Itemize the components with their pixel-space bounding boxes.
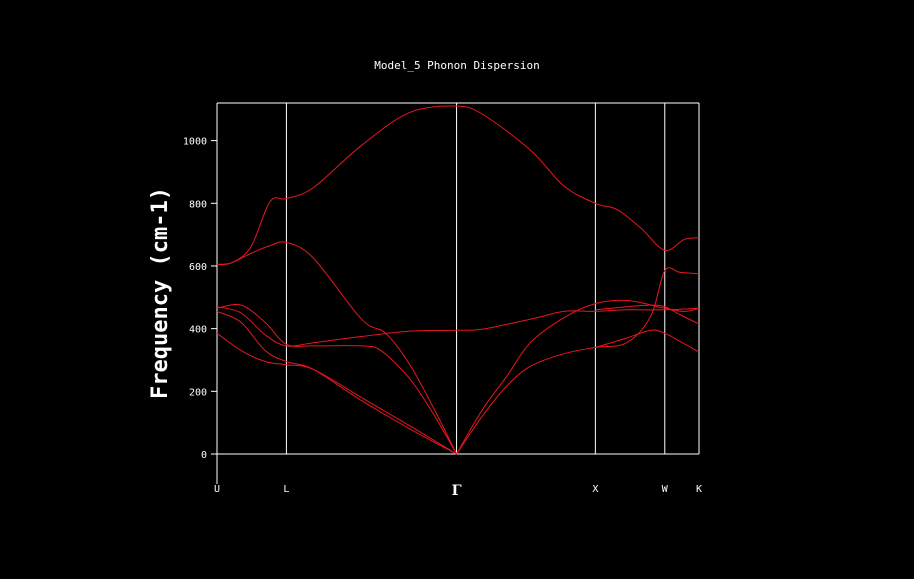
- plot-frame: [216, 102, 700, 484]
- y-tick-label: 1000: [183, 137, 207, 148]
- chart-title: Model_5 Phonon Dispersion: [374, 59, 540, 72]
- series-line: [216, 105, 700, 266]
- series-line: [216, 310, 457, 455]
- x-tick-label: U: [214, 484, 220, 495]
- x-tick-label: K: [696, 484, 702, 495]
- x-tick-label: Γ: [452, 483, 462, 499]
- y-tick-label: 400: [189, 325, 207, 336]
- series-line: [216, 306, 700, 347]
- series-line: [216, 304, 458, 455]
- y-tick-label: 0: [201, 450, 207, 461]
- series-line: [216, 332, 457, 455]
- series-line: [456, 267, 700, 455]
- y-axis-ticks: 0 200 400 600 800 1000: [183, 137, 217, 461]
- y-tick-label: 200: [189, 387, 207, 398]
- series-line: [595, 304, 700, 325]
- series-lines: [216, 105, 700, 455]
- x-tick-label: X: [592, 484, 598, 495]
- series-line: [456, 299, 700, 455]
- series-line: [216, 241, 458, 455]
- y-tick-label: 600: [189, 262, 207, 273]
- series-line: [595, 329, 700, 353]
- x-tick-label: W: [662, 484, 669, 495]
- y-axis-label: Frequency (cm-1): [148, 187, 173, 399]
- y-tick-label: 800: [189, 199, 207, 210]
- x-tick-label: L: [283, 484, 289, 495]
